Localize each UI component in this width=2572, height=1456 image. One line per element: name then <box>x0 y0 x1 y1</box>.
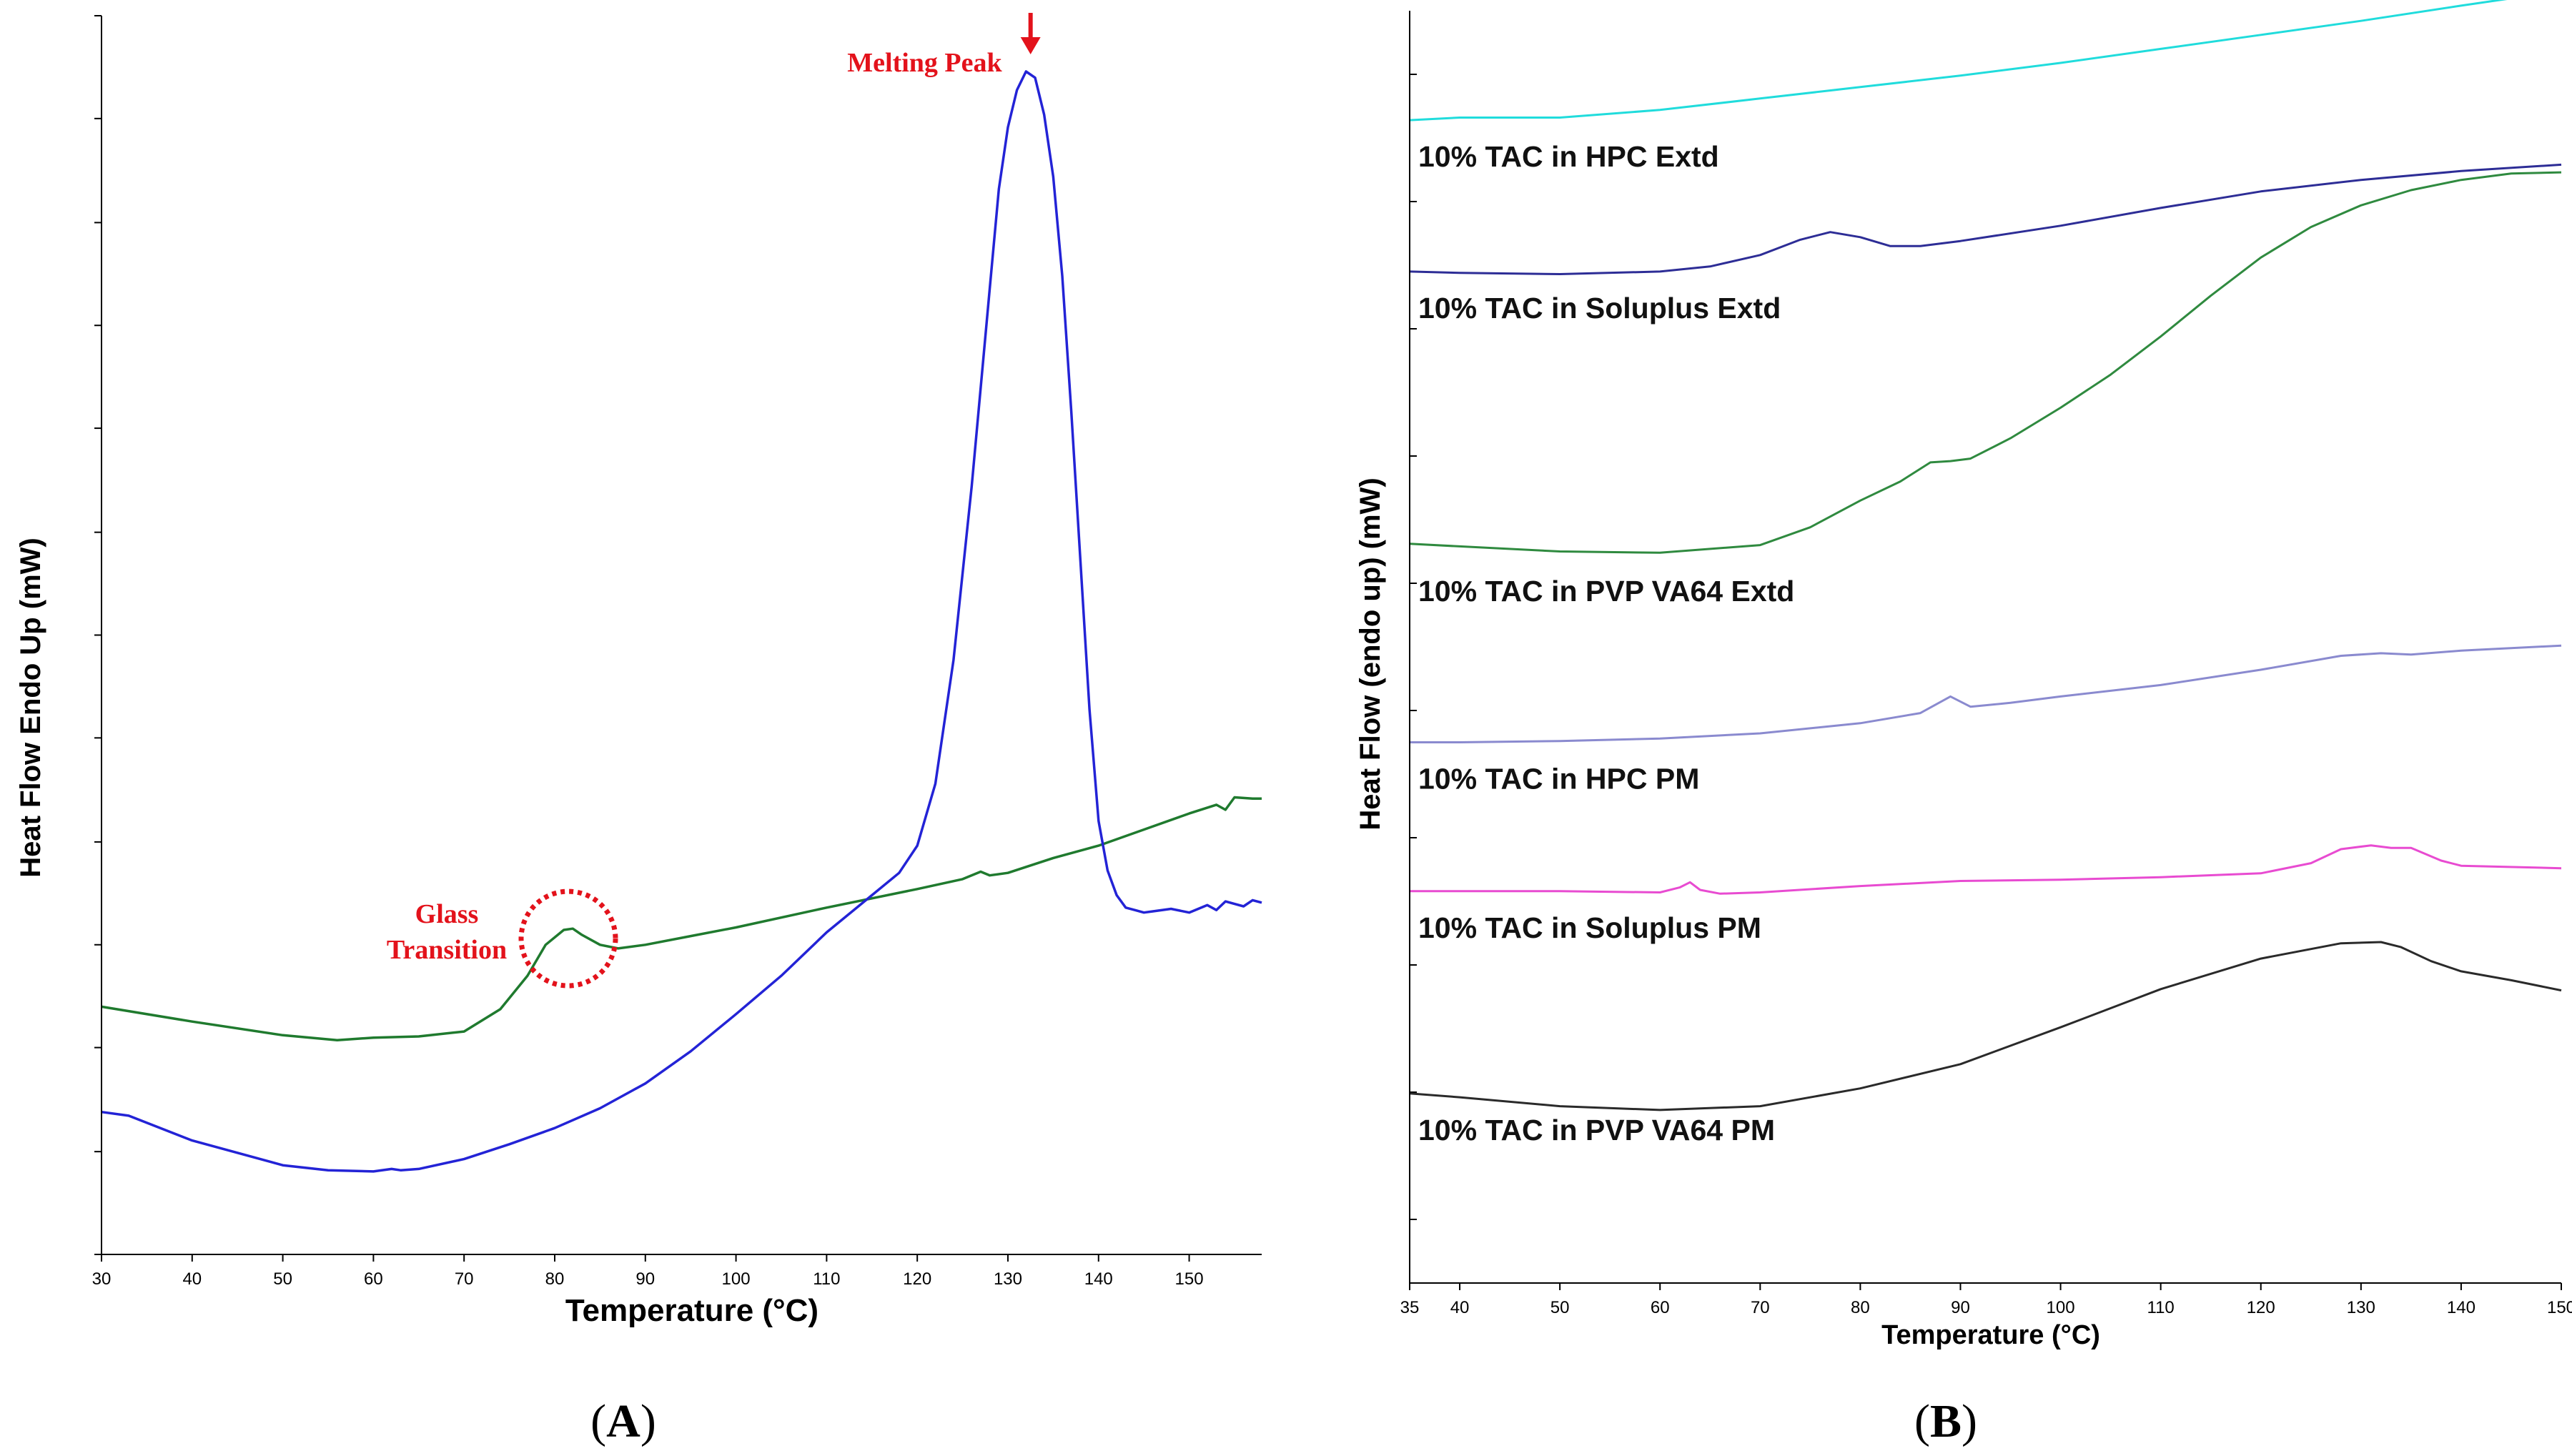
chart-a-ticks: 30 40 50 60 70 80 90 100 110 120 130 140 150 <box>92 15 1204 1289</box>
chart-b-y-axis-title: Heat Flow (endo up) (mW) <box>1355 477 1386 830</box>
glass-transition-label-line2: Transition <box>387 935 507 965</box>
chart-a-x-tick-label: 140 <box>1084 1269 1113 1289</box>
chart-b-x-tick-label: 35 <box>1400 1298 1420 1317</box>
chart-a: 30 40 50 60 70 80 90 100 110 120 130 140 150 Tempera… <box>15 13 1262 1328</box>
chart-b-x-tick-label: 100 <box>2047 1298 2075 1317</box>
chart-b-series-labels: 10% TAC in HPC Extd 10% TAC in Soluplus E… <box>1418 140 1794 1147</box>
chart-a-x-tick-label: 130 <box>994 1269 1022 1289</box>
chart-b-x-tick-label: 140 <box>2447 1298 2475 1317</box>
chart-b-series-line <box>1410 844 2562 895</box>
chart-b-x-tick-label: 110 <box>2147 1298 2175 1317</box>
chart-a-x-tick-label: 150 <box>1175 1269 1204 1289</box>
chart-b-series-label: 10% TAC in Soluplus PM <box>1418 911 1761 944</box>
chart-b-series-line <box>1409 163 2562 275</box>
chart-b-series-line <box>1409 941 2562 1111</box>
chart-b-x-axis-title: Temperature (°C) <box>1881 1320 2100 1350</box>
chart-b-x-tick-label: 120 <box>2247 1298 2275 1317</box>
chart-b: 35 40 50 60 70 80 90 100 110 120 130 140 150 10% TAC… <box>1355 0 2572 1350</box>
chart-b-x-tick-label: 60 <box>1651 1298 1670 1317</box>
chart-b-x-tick-label: 80 <box>1851 1298 1870 1317</box>
chart-b-x-tick-label: 70 <box>1751 1298 1770 1317</box>
panel-label-a: (A) <box>590 1395 656 1447</box>
chart-b-x-tick-label: 50 <box>1550 1298 1570 1317</box>
chart-a-series-blue <box>101 70 1262 1173</box>
chart-b-series-line <box>1409 171 2562 554</box>
glass-transition-label-line1: Glass <box>415 899 479 929</box>
chart-b-x-tick-label: 150 <box>2547 1298 2572 1317</box>
chart-b-series-line <box>1409 0 2508 122</box>
chart-a-x-tick-label: 120 <box>903 1269 931 1289</box>
chart-b-series-label: 10% TAC in Soluplus Extd <box>1418 292 1781 325</box>
chart-a-x-tick-label: 90 <box>635 1269 655 1289</box>
chart-a-x-tick-label: 80 <box>545 1269 565 1289</box>
chart-a-y-axis-title: Heat Flow Endo Up (mW) <box>15 538 46 878</box>
chart-a-series <box>101 70 1262 1173</box>
chart-b-ticks: 35 40 50 60 70 80 90 100 110 120 130 140 150 <box>1400 74 2572 1317</box>
chart-a-series-green <box>101 796 1262 1041</box>
panel-label-b: (B) <box>1914 1395 1977 1447</box>
chart-a-x-tick-label: 50 <box>273 1269 292 1289</box>
chart-b-series-label: 10% TAC in HPC PM <box>1418 763 1699 796</box>
glass-transition-circle <box>518 888 618 989</box>
chart-a-x-tick-label: 100 <box>722 1269 751 1289</box>
melting-peak-arrow-icon <box>1020 13 1041 54</box>
chart-b-x-tick-label: 40 <box>1450 1298 1470 1317</box>
chart-b-series-label: 10% TAC in PVP VA64 Extd <box>1418 575 1794 608</box>
chart-a-x-tick-label: 70 <box>455 1269 474 1289</box>
chart-a-x-tick-label: 30 <box>92 1269 112 1289</box>
chart-a-x-tick-label: 60 <box>364 1269 383 1289</box>
chart-b-series-label: 10% TAC in HPC Extd <box>1418 140 1719 173</box>
chart-b-x-tick-label: 130 <box>2347 1298 2375 1317</box>
melting-peak-label: Melting Peak <box>847 48 1002 78</box>
chart-a-x-tick-label: 110 <box>813 1269 840 1289</box>
chart-b-series <box>1409 0 2562 1111</box>
chart-b-series-line <box>1410 644 2562 743</box>
chart-b-series-label: 10% TAC in PVP VA64 PM <box>1418 1114 1775 1147</box>
chart-a-x-tick-label: 40 <box>182 1269 202 1289</box>
chart-a-x-axis-title: Temperature (°C) <box>565 1293 818 1328</box>
chart-b-x-tick-label: 90 <box>1951 1298 1970 1317</box>
